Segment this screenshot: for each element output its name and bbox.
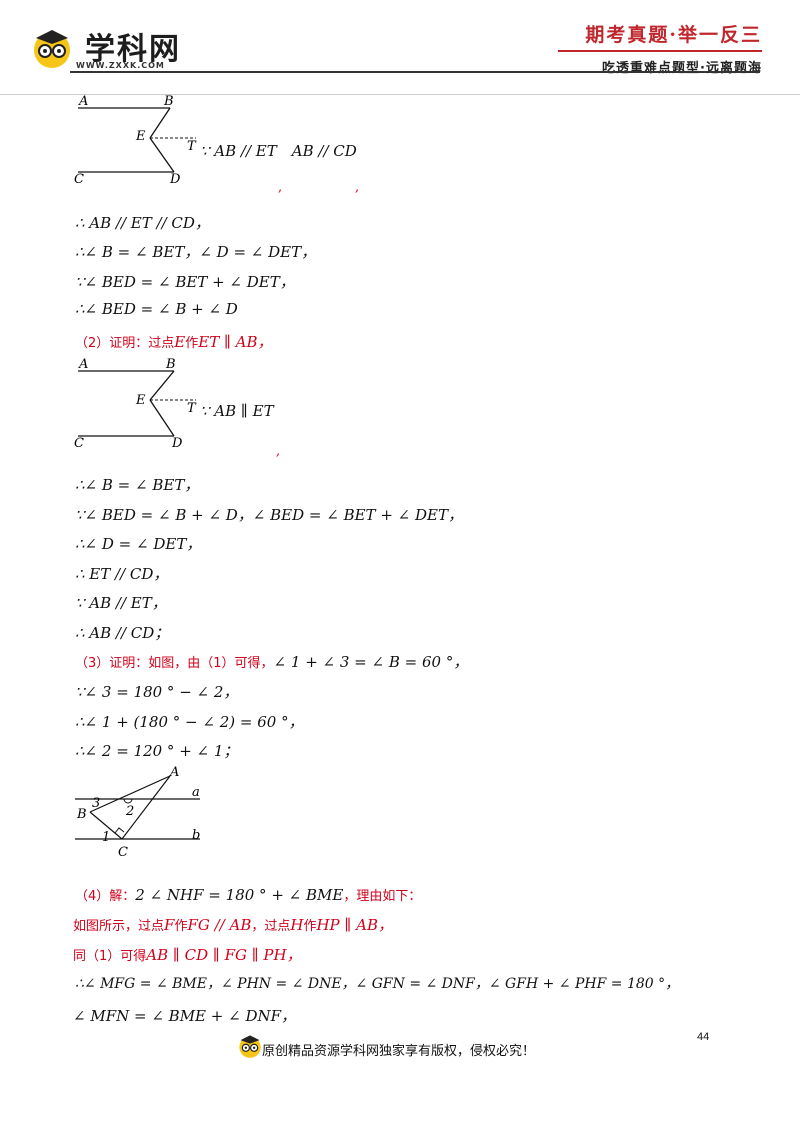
figure-1-comma: , [278, 180, 283, 195]
fig2-label-A: A [78, 357, 88, 372]
fig3-label-b: b [192, 828, 200, 843]
proof-line: ∴∠ BED = ∠ B + ∠ D [75, 300, 238, 318]
fig3-label-3: 3 [92, 796, 100, 811]
slogan-divider [558, 50, 762, 52]
slogan-top: 期考真题·举一反三 [585, 24, 762, 46]
fig1-label-D: D [169, 172, 181, 187]
fig3-label-1: 1 [102, 830, 110, 845]
proof-line: ∴ AB // ET // CD， [75, 214, 210, 232]
part-4-line: ∠ MFN = ∠ BME + ∠ DNF， [73, 1007, 297, 1025]
proof-line: ∴∠ B = ∠ BET， [75, 476, 200, 494]
header-divider [70, 71, 760, 73]
proof-line: ∴∠ 2 = 120 ° + ∠ 1； [75, 742, 239, 760]
fig2-label-T: T [187, 401, 197, 416]
fig2-label-B: B [165, 357, 176, 372]
proof-line: ∵∠ BED = ∠ BET + ∠ DET， [75, 273, 295, 291]
figure-2-diagram: A B E T C D [74, 357, 197, 451]
fig2-label-C: C [74, 436, 84, 451]
footer-owl-icon [237, 1033, 263, 1059]
part-4-line: 同（1）可得AB ∥ CD ∥ FG ∥ PH， [73, 946, 302, 964]
part-4-line: ∴∠ MFG = ∠ BME，∠ PHN = ∠ DNE，∠ GFN = ∠ D… [75, 976, 680, 992]
figure-1-comma: , [355, 180, 360, 195]
proof-line: ∴ ET // CD， [75, 565, 169, 583]
fig1-label-E: E [135, 129, 146, 144]
proof-line: ∵ AB // ET， [75, 594, 167, 612]
figure-3-diagram: A a 3 B 2 1 b C [75, 765, 200, 860]
figure-2-comma: , [276, 444, 281, 459]
part-3-heading: （3）证明：如图，由（1）可得，∠ 1 + ∠ 3 = ∠ B = 60 °， [75, 653, 469, 671]
proof-line: ∴∠ D = ∠ DET， [75, 535, 202, 553]
fig3-label-A: A [169, 765, 179, 780]
fig3-label-C: C [118, 845, 128, 860]
fig3-label-a: a [192, 785, 200, 800]
fig2-label-D: D [171, 436, 183, 451]
header-border [0, 94, 800, 95]
part-2-heading: （2）证明：过点E作ET ∥ AB， [75, 333, 273, 351]
figure-2-reason: ∵ AB ∥ ET [200, 402, 274, 420]
fig3-label-B: B [76, 807, 87, 822]
fig1-label-C: C [74, 172, 84, 187]
proof-line: ∴ AB // CD； [75, 624, 170, 642]
copyright-notice: 原创精品资源学科网独家享有版权，侵权必究！ [262, 1044, 536, 1059]
fig2-label-E: E [135, 393, 146, 408]
logo-owl-icon [30, 26, 74, 70]
fig1-label-A: A [78, 94, 88, 109]
proof-line: ∴∠ 1 + (180 ° − ∠ 2) = 60 °， [75, 713, 304, 731]
fig1-label-B: B [163, 94, 174, 109]
part-4-line: 如图所示，过点F作FG // AB，过点H作HP ∥ AB， [73, 916, 393, 934]
fig3-label-2: 2 [125, 804, 134, 819]
slogan-bottom: 吃透重难点题型·远离题海 [602, 61, 762, 76]
logo-text: 学科网 [85, 32, 181, 67]
proof-line: ∵∠ BED = ∠ B + ∠ D，∠ BED = ∠ BET + ∠ DET… [75, 506, 463, 524]
proof-line: ∴∠ B = ∠ BET，∠ D = ∠ DET， [75, 243, 317, 261]
page-number: 44 [697, 1031, 710, 1043]
figure-1-reason: ∵ AB // ET AB // CD [200, 142, 357, 160]
fig1-label-T: T [187, 139, 197, 154]
part-4-heading: （4）解：2 ∠ NHF = 180 ° + ∠ BME，理由如下： [75, 886, 422, 904]
figure-1-diagram: A B E T C D [74, 94, 197, 187]
proof-line: ∵∠ 3 = 180 ° − ∠ 2， [75, 683, 239, 701]
logo-url: WWW.ZXXK.COM [76, 61, 165, 70]
